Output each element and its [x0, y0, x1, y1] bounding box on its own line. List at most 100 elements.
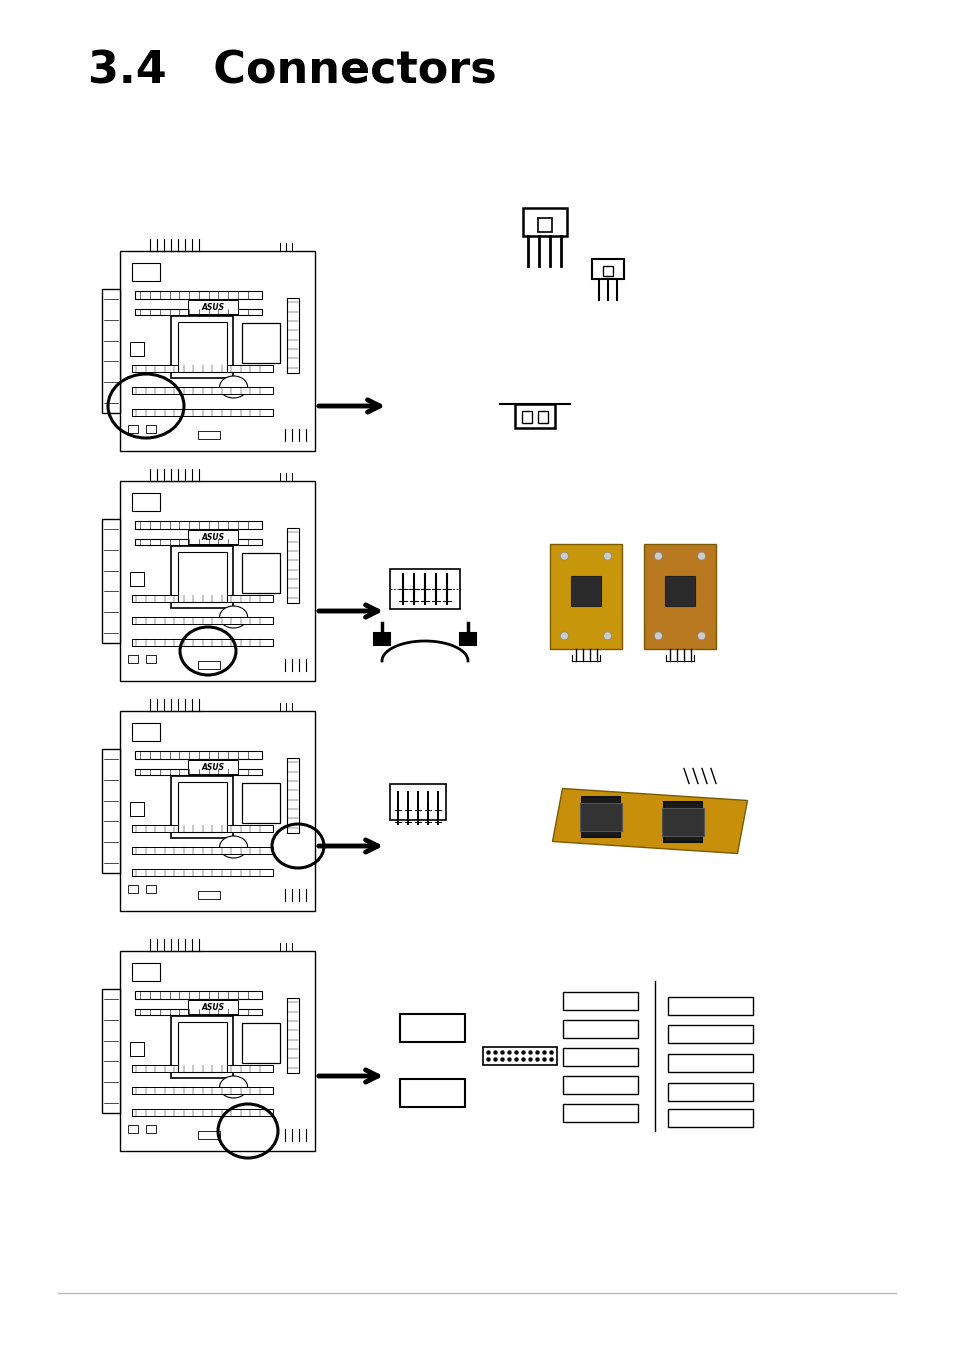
Bar	[132, 1065, 273, 1071]
Bar	[172, 775, 233, 838]
Bar	[132, 409, 273, 416]
Circle shape	[507, 1051, 511, 1054]
Bar	[562, 1075, 638, 1094]
Circle shape	[603, 553, 611, 561]
Ellipse shape	[219, 376, 248, 399]
Circle shape	[536, 1051, 538, 1054]
Ellipse shape	[219, 607, 248, 628]
Bar	[661, 808, 703, 836]
Bar	[188, 761, 237, 774]
Bar	[120, 711, 315, 911]
Bar	[562, 1104, 638, 1121]
Bar	[135, 309, 262, 315]
Bar	[129, 885, 138, 893]
Bar	[188, 300, 237, 313]
Bar	[550, 543, 621, 648]
Circle shape	[515, 1058, 517, 1061]
Bar	[562, 992, 638, 1011]
Bar	[135, 751, 262, 759]
Bar	[390, 569, 459, 609]
Bar	[132, 617, 273, 624]
Bar	[135, 1009, 262, 1015]
Circle shape	[550, 1051, 553, 1054]
Bar	[667, 997, 752, 1015]
Bar	[522, 208, 566, 236]
Bar	[135, 521, 262, 530]
Bar	[132, 723, 160, 740]
Bar	[102, 748, 120, 873]
Bar	[172, 546, 233, 608]
Text: ASUS: ASUS	[201, 762, 224, 771]
Bar	[132, 639, 273, 646]
Bar	[132, 493, 160, 511]
Bar	[147, 885, 156, 893]
Bar	[177, 1023, 227, 1071]
Circle shape	[542, 1058, 545, 1061]
Bar	[120, 481, 315, 681]
Bar	[129, 426, 138, 434]
Bar	[664, 576, 695, 605]
Bar	[131, 571, 144, 586]
Circle shape	[521, 1051, 524, 1054]
Bar	[242, 1023, 279, 1063]
Bar	[120, 251, 315, 451]
Text: ASUS: ASUS	[201, 532, 224, 542]
Bar	[131, 802, 144, 816]
Bar	[132, 594, 273, 603]
Bar	[135, 539, 262, 544]
Circle shape	[559, 553, 568, 561]
Bar	[135, 769, 262, 775]
Bar	[667, 1025, 752, 1043]
Bar	[515, 404, 555, 428]
Bar	[132, 386, 273, 394]
Bar	[521, 411, 532, 423]
Bar	[198, 431, 220, 439]
Bar	[132, 263, 160, 281]
Polygon shape	[552, 789, 747, 854]
Bar	[667, 1084, 752, 1101]
Bar	[667, 1109, 752, 1127]
Bar	[132, 847, 273, 854]
Bar	[459, 634, 476, 644]
Bar	[132, 963, 160, 981]
Bar	[602, 266, 613, 276]
Circle shape	[542, 1051, 545, 1054]
Bar	[102, 519, 120, 643]
Circle shape	[500, 1051, 503, 1054]
Bar	[537, 411, 547, 423]
Circle shape	[536, 1058, 538, 1061]
Circle shape	[515, 1051, 517, 1054]
Circle shape	[654, 632, 661, 640]
Circle shape	[500, 1058, 503, 1061]
Bar	[399, 1015, 464, 1042]
Bar	[562, 1048, 638, 1066]
Bar	[242, 784, 279, 823]
Bar	[102, 989, 120, 1113]
Bar	[129, 655, 138, 663]
Bar	[581, 797, 619, 838]
Circle shape	[654, 553, 661, 561]
Bar	[131, 1042, 144, 1056]
Circle shape	[507, 1058, 511, 1061]
Circle shape	[603, 632, 611, 640]
Bar	[120, 951, 315, 1151]
Circle shape	[697, 553, 705, 561]
Circle shape	[559, 632, 568, 640]
Bar	[287, 758, 299, 832]
Circle shape	[697, 632, 705, 640]
Bar	[131, 342, 144, 357]
Bar	[102, 289, 120, 413]
Bar	[399, 1079, 464, 1106]
Bar	[287, 297, 299, 373]
Ellipse shape	[219, 1075, 248, 1098]
Bar	[198, 661, 220, 669]
Bar	[177, 553, 227, 601]
Bar	[147, 1125, 156, 1133]
Text: 3.4   Connectors: 3.4 Connectors	[88, 49, 497, 92]
Circle shape	[529, 1051, 532, 1054]
Circle shape	[494, 1051, 497, 1054]
Bar	[562, 1020, 638, 1038]
Bar	[132, 365, 273, 372]
Bar	[172, 316, 233, 378]
Circle shape	[529, 1058, 532, 1061]
